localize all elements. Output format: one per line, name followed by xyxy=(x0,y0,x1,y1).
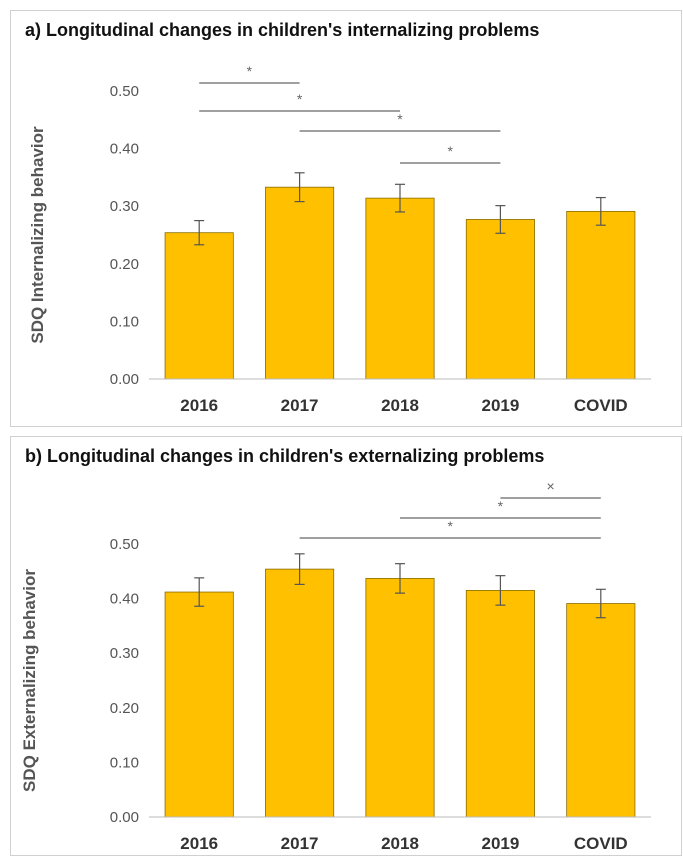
bar xyxy=(164,232,234,380)
category-label: COVID xyxy=(574,396,628,415)
bar xyxy=(566,210,636,380)
bar xyxy=(365,577,435,818)
y-tick-label: 0.50 xyxy=(110,83,139,100)
y-tick-label: 0.00 xyxy=(110,371,139,388)
externalizing-bar-chart: 0.00 0.10 0.20 0.30 0.40 0.50 SDQ Externalizin… xyxy=(20,478,651,853)
y-tick-label: 0.20 xyxy=(110,700,139,717)
significance-mark: * xyxy=(498,498,504,514)
panel-internalizing: a) Longitudinal changes in children's in… xyxy=(10,10,682,427)
bar xyxy=(265,186,335,380)
chart-title: a) Longitudinal changes in children's in… xyxy=(25,20,540,40)
category-label: 2019 xyxy=(481,396,519,415)
significance-mark: * xyxy=(297,91,303,107)
category-label: 2018 xyxy=(381,396,419,415)
y-tick-label: 0.10 xyxy=(110,754,139,771)
bar xyxy=(566,603,636,818)
y-tick-label: 0.40 xyxy=(110,591,139,608)
bar xyxy=(265,568,335,818)
bar xyxy=(164,591,234,818)
significance-mark: * xyxy=(447,143,453,159)
bar xyxy=(465,590,535,818)
y-tick-label: 0.30 xyxy=(110,645,139,662)
y-tick-label: 0.00 xyxy=(110,809,139,826)
significance-mark: * xyxy=(397,111,403,127)
significance-mark: * xyxy=(447,518,453,534)
category-label: 2019 xyxy=(481,834,519,853)
category-label: 2016 xyxy=(180,396,218,415)
y-tick-label: 0.30 xyxy=(110,198,139,215)
bar xyxy=(365,197,435,380)
y-tick-label: 0.50 xyxy=(110,536,139,553)
bar xyxy=(465,219,535,380)
significance-mark: × xyxy=(547,478,555,494)
significance-mark: * xyxy=(247,63,253,79)
panel-externalizing: b) Longitudinal changes in children's ex… xyxy=(10,436,682,856)
y-tick-label: 0.20 xyxy=(110,256,139,273)
y-tick-label: 0.10 xyxy=(110,313,139,330)
y-tick-label: 0.40 xyxy=(110,141,139,158)
category-label: 2016 xyxy=(180,834,218,853)
y-axis-title: SDQ Internalizing behavior xyxy=(28,126,47,344)
y-axis-title: SDQ Externalizing behavior xyxy=(20,569,39,792)
chart-title: b) Longitudinal changes in children's ex… xyxy=(25,446,545,466)
category-label: 2017 xyxy=(281,396,319,415)
internalizing-bar-chart: 0.00 0.10 0.20 0.30 0.40 0.50 SDQ Internalizin… xyxy=(28,63,651,415)
category-label: 2018 xyxy=(381,834,419,853)
category-label: COVID xyxy=(574,834,628,853)
category-label: 2017 xyxy=(281,834,319,853)
